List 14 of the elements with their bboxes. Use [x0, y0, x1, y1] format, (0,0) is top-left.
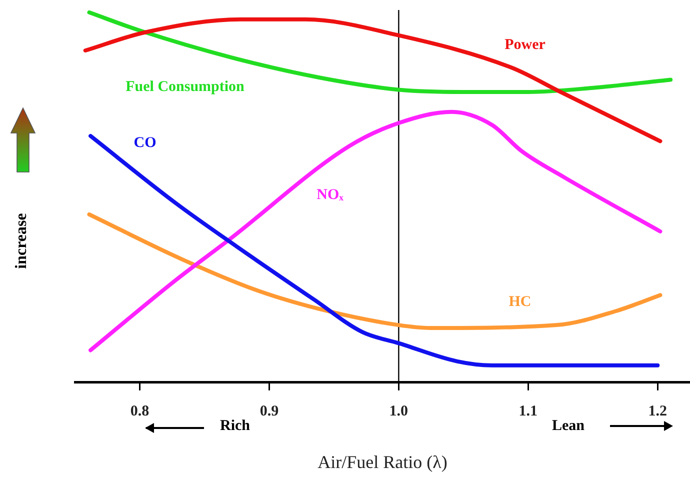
series-label: Fuel Consumption: [126, 78, 246, 95]
text: Rich: [220, 418, 250, 435]
x-tick-label: 1.1: [518, 403, 538, 420]
x-tick-label: 1.2: [648, 403, 668, 420]
y-axis-title: increase: [13, 212, 31, 271]
series-label: NOₓ: [316, 186, 344, 203]
series-label: HC: [508, 294, 532, 310]
x-tick-label: 0.9: [260, 403, 279, 420]
text: Lean: [552, 418, 585, 435]
x-axis-title: Air/Fuel Ratio (λ): [318, 452, 448, 472]
x-tick-label: 0.8: [130, 403, 150, 420]
x-tick-label: 1.0: [389, 403, 408, 420]
series-label: CO: [134, 134, 156, 151]
series-label: Power: [504, 36, 546, 53]
